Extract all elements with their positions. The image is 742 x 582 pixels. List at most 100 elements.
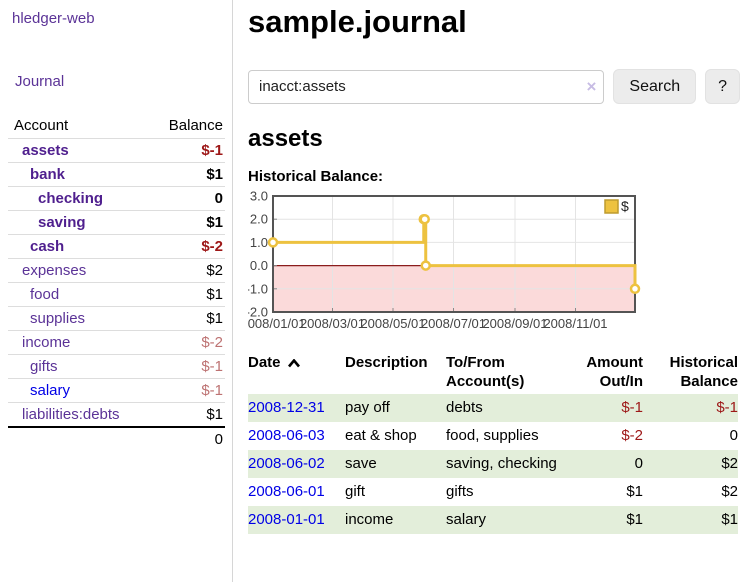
account-link[interactable]: liabilities:debts — [22, 406, 120, 423]
register-header-row: Date Description To/From Account(s) Amou… — [248, 351, 738, 394]
transaction-amount: $1 — [585, 506, 643, 534]
register-table: Date Description To/From Account(s) Amou… — [248, 351, 738, 534]
search-form: × Search ? — [248, 69, 740, 104]
transaction-balance: $2 — [721, 483, 738, 500]
svg-text:$: $ — [621, 198, 629, 214]
account-balance: $1 — [206, 310, 223, 327]
account-row: assets $-1 — [8, 138, 225, 163]
account-row: cash $-2 — [8, 234, 225, 259]
account-row: bank $1 — [8, 162, 225, 187]
register-header-date[interactable]: Date — [248, 351, 345, 394]
transaction-date-link[interactable]: 2008-12-31 — [248, 399, 325, 416]
register-rows: 2008-12-31 pay off debts $-1 $-1 2008-06… — [248, 394, 738, 534]
accounts-total-row: 0 — [8, 426, 225, 451]
transaction-amount: 0 — [585, 450, 643, 478]
svg-text:2.0: 2.0 — [250, 212, 268, 227]
account-link[interactable]: salary — [30, 382, 71, 399]
account-balance: $1 — [206, 166, 223, 183]
transaction-balance: $2 — [643, 450, 738, 478]
transaction-accounts: saving, checking — [446, 450, 585, 478]
transaction-description: eat & shop — [345, 427, 417, 444]
account-balance: $1 — [206, 214, 223, 231]
page-title: sample.journal — [248, 4, 467, 39]
account-link[interactable]: income — [22, 334, 71, 351]
app-brand-link[interactable]: hledger-web — [12, 10, 95, 27]
transaction-amount: $1 — [626, 483, 643, 500]
account-link[interactable]: assets — [22, 142, 69, 159]
transaction-accounts: food, supplies — [446, 427, 539, 444]
svg-text:2008/05/01: 2008/05/01 — [360, 316, 425, 331]
account-row: saving $1 — [8, 210, 225, 235]
sidebar-item-journal[interactable]: Journal — [15, 73, 65, 90]
balance-chart-svg: $3.0 2.0 1.0 0.0 -1.0 -2.02008/01/012008/03/0… — [240, 189, 641, 331]
account-row: supplies $1 — [8, 306, 225, 331]
account-balance: $-1 — [201, 382, 223, 399]
transaction-date-link[interactable]: 2008-06-02 — [248, 455, 325, 472]
transaction-amount: $-2 — [621, 427, 643, 444]
account-balance: 0 — [214, 190, 223, 207]
transaction-date-link[interactable]: 2008-06-01 — [248, 483, 325, 500]
account-balance: $-1 — [201, 358, 223, 375]
account-link[interactable]: bank — [30, 166, 66, 183]
svg-text:2008/07/01: 2008/07/01 — [421, 316, 486, 331]
register-header-amount: Amount Out/In — [586, 354, 643, 390]
svg-text:-2.0: -2.0 — [248, 305, 268, 320]
account-heading: assets — [248, 125, 323, 152]
account-balance: $1 — [206, 406, 223, 423]
account-balance: $-2 — [201, 334, 223, 351]
chart-title: Historical Balance: — [248, 168, 384, 185]
account-row: liabilities:debts $1 — [8, 402, 225, 427]
sidebar: hledger-web Journal Account Balance asse… — [0, 0, 233, 582]
transaction-accounts: debts — [446, 394, 585, 422]
help-button[interactable]: ? — [705, 69, 740, 104]
svg-text:3.0: 3.0 — [250, 189, 268, 204]
account-link[interactable]: food — [30, 286, 60, 303]
register-row: 2008-12-31 pay off debts $-1 $-1 — [248, 394, 738, 422]
account-link[interactable]: saving — [38, 214, 86, 231]
transaction-balance: 0 — [729, 427, 738, 444]
account-row: income $-2 — [8, 330, 225, 355]
transaction-balance: $1 — [643, 506, 738, 534]
svg-text:2008/01/01: 2008/01/01 — [248, 316, 306, 331]
account-row: expenses $2 — [8, 258, 225, 283]
accounts-total-value: 0 — [147, 426, 225, 451]
accounts-list: assets $-1 bank $1 checking 0 saving $1 … — [8, 138, 225, 427]
clear-search-icon[interactable]: × — [586, 76, 597, 96]
account-row: gifts $-1 — [8, 354, 225, 379]
register-row: 2008-06-03 eat & shop food, supplies $-2… — [248, 422, 738, 450]
register-row: 2008-06-02 save saving, checking 0 $2 — [248, 450, 738, 478]
account-link[interactable]: cash — [30, 238, 65, 255]
register-header-description: Description — [345, 354, 428, 371]
accounts-header-account: Account — [14, 117, 69, 134]
account-balance: $1 — [206, 286, 223, 303]
account-row: checking 0 — [8, 186, 225, 211]
register-header-balance: Historical Balance — [669, 354, 738, 390]
search-input[interactable] — [248, 69, 605, 104]
svg-text:2008/09/01: 2008/09/01 — [482, 316, 547, 331]
transaction-accounts: gifts — [446, 483, 474, 500]
transaction-balance: $-1 — [643, 394, 738, 422]
account-link[interactable]: expenses — [22, 262, 87, 279]
transaction-amount: $-1 — [585, 394, 643, 422]
account-link[interactable]: gifts — [30, 358, 58, 375]
account-link[interactable]: supplies — [30, 310, 86, 327]
main-content: sample.journal × Search ? assets Histori… — [240, 0, 740, 534]
svg-text:2008/11/01: 2008/11/01 — [543, 316, 607, 331]
transaction-description: pay off — [345, 394, 446, 422]
transaction-description: income — [345, 506, 446, 534]
account-link[interactable]: checking — [38, 190, 104, 207]
transaction-accounts: salary — [446, 506, 585, 534]
transaction-date-link[interactable]: 2008-06-03 — [248, 427, 325, 444]
sort-ascending-icon — [287, 359, 300, 368]
transaction-date-link[interactable]: 2008-01-01 — [248, 511, 325, 528]
accounts-table: Account Balance assets $-1 bank $1 check… — [8, 114, 225, 451]
svg-text:1.0: 1.0 — [250, 235, 268, 250]
register-row: 2008-01-01 income salary $1 $1 — [248, 506, 738, 534]
svg-text:2008/03/01: 2008/03/01 — [300, 316, 365, 331]
historical-balance-chart: $3.0 2.0 1.0 0.0 -1.0 -2.02008/01/012008/03/0… — [240, 189, 740, 337]
transaction-description: save — [345, 450, 446, 478]
search-button[interactable]: Search — [613, 69, 697, 104]
account-row: salary $-1 — [8, 378, 225, 403]
svg-text:0.0: 0.0 — [250, 258, 268, 273]
accounts-header-balance: Balance — [168, 117, 223, 134]
